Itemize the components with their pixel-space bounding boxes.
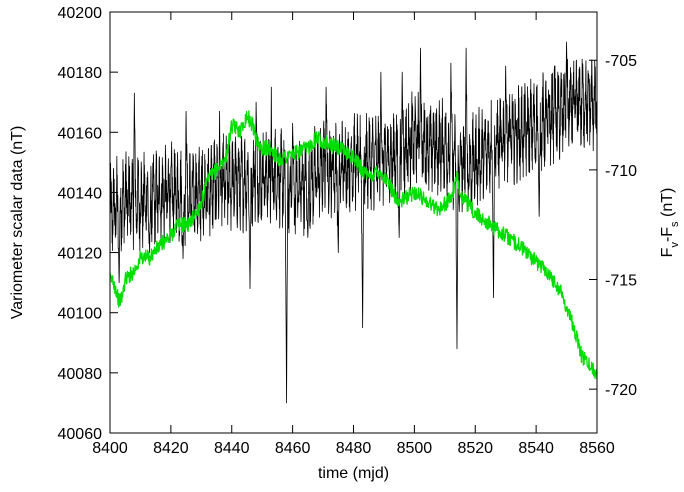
- y-right-title-unit: (nT): [659, 188, 676, 222]
- y-left-tick-label: 40060: [58, 426, 103, 443]
- series-line-fv-fs: [109, 110, 598, 380]
- y-left-axis-title: Variometer scalar data (nT): [9, 126, 26, 320]
- y-left-tick-label: 40140: [58, 185, 103, 202]
- x-tick-label: 8500: [397, 440, 433, 457]
- x-axis-title: time (mjd): [318, 465, 389, 482]
- y-right-axis: -705 -710 -715 -720: [589, 53, 637, 399]
- x-tick-label: 8540: [518, 440, 554, 457]
- y-left-axis: 40060 40080 40100 40120 40140 40160 40180 40200: [58, 5, 118, 443]
- x-tick-label: 8560: [579, 440, 615, 457]
- x-tick-label: 8480: [336, 440, 372, 457]
- y-left-tick-label: 40120: [58, 246, 103, 263]
- y-right-axis-title: Fv-Fs (nT): [659, 188, 681, 258]
- x-tick-label: 8520: [457, 440, 493, 457]
- y-left-tick-label: 40160: [58, 125, 103, 142]
- y-right-tick-label: -710: [605, 163, 637, 180]
- series-layer: [109, 41, 598, 404]
- y-left-tick-label: 40200: [58, 5, 103, 22]
- y-right-tick-label: -715: [605, 273, 637, 290]
- x-tick-label: 8400: [92, 440, 128, 457]
- y-left-tick-label: 40100: [58, 306, 103, 323]
- y-right-title-sub2: s: [669, 221, 681, 227]
- x-tick-label: 8420: [153, 440, 189, 457]
- y-right-tick-label: -705: [605, 53, 637, 70]
- x-axis: 8400 8420 8440 8460 8480 8500 8520 8540 8560: [92, 12, 615, 457]
- y-right-tick-label: -720: [605, 382, 637, 399]
- y-right-title-sub1: v: [669, 242, 681, 248]
- x-tick-label: 8440: [214, 440, 250, 457]
- y-left-tick-label: 40080: [58, 366, 103, 383]
- y-left-tick-label: 40180: [58, 65, 103, 82]
- y-right-title-main: F: [659, 247, 676, 257]
- y-right-title-dash: -F: [659, 227, 676, 242]
- x-tick-label: 8460: [275, 440, 311, 457]
